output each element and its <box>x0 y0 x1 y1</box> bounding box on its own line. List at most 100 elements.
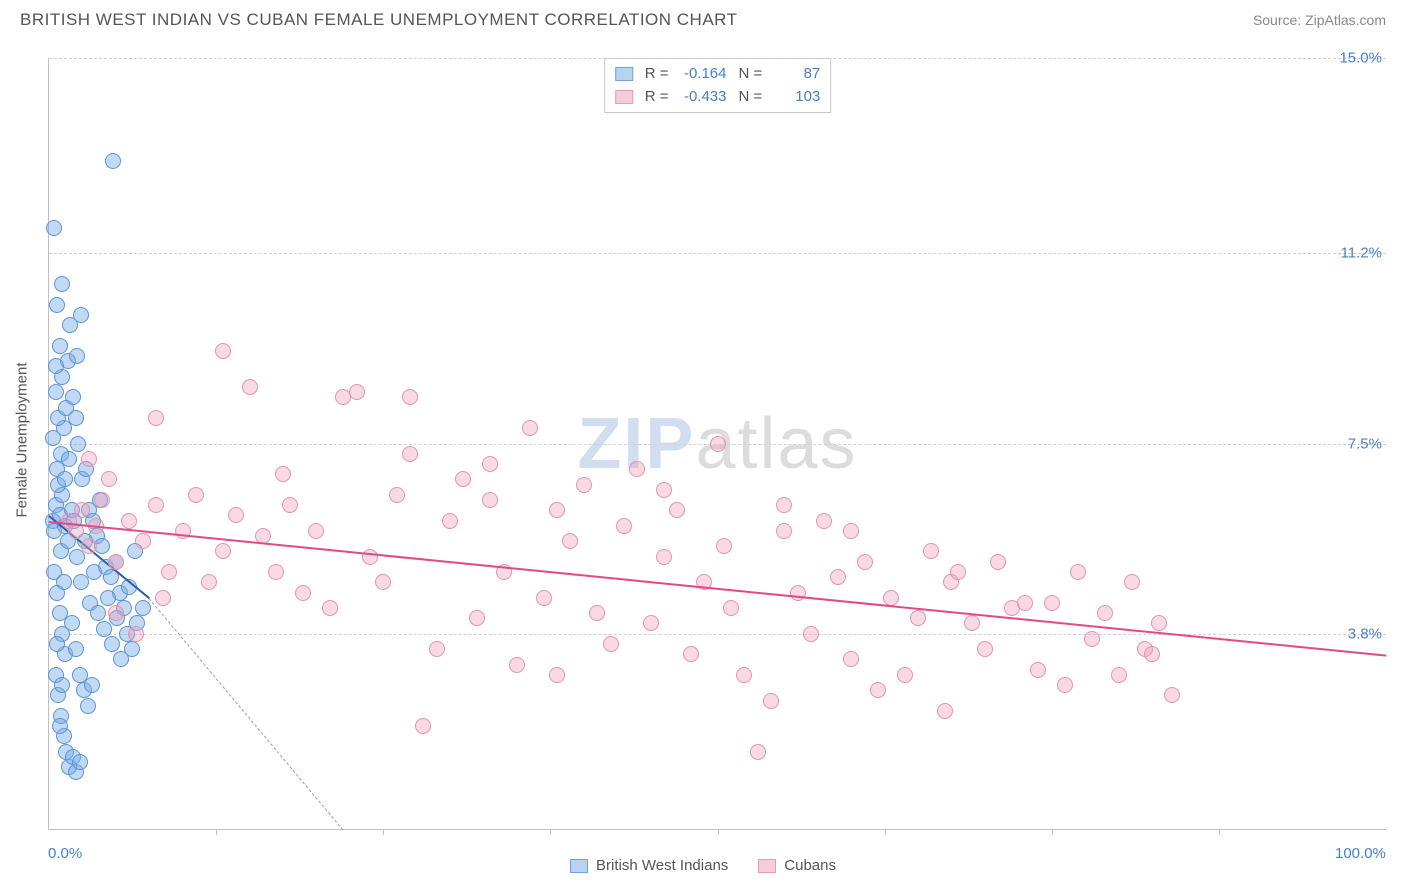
x-tick-mark <box>1219 829 1220 835</box>
scatter-point <box>74 502 90 518</box>
scatter-point <box>843 523 859 539</box>
stats-row: R = -0.433 N = 103 <box>615 86 821 109</box>
scatter-point <box>64 615 80 631</box>
x-tick-label: 100.0% <box>1335 845 1386 862</box>
x-tick-mark <box>718 829 719 835</box>
legend-label: Cubans <box>784 857 836 874</box>
scatter-point <box>105 153 121 169</box>
scatter-point <box>1070 564 1086 580</box>
x-tick-mark <box>383 829 384 835</box>
scatter-point <box>509 657 525 673</box>
y-tick-label: 11.2% <box>1341 245 1382 262</box>
r-value: -0.433 <box>677 86 727 109</box>
scatter-point <box>750 744 766 760</box>
scatter-point <box>54 677 70 693</box>
scatter-point <box>308 523 324 539</box>
scatter-point <box>57 471 73 487</box>
legend-item: Cubans <box>758 857 836 874</box>
legend-swatch-icon <box>570 859 588 873</box>
scatter-point <box>562 533 578 549</box>
scatter-point <box>536 590 552 606</box>
scatter-point <box>883 590 899 606</box>
scatter-point <box>49 636 65 652</box>
scatter-point <box>776 497 792 513</box>
scatter-point <box>108 605 124 621</box>
scatter-point <box>86 564 102 580</box>
r-label: R = <box>645 63 669 86</box>
gridline <box>49 253 1386 254</box>
n-label: N = <box>739 86 763 109</box>
scatter-point <box>669 502 685 518</box>
scatter-point <box>73 574 89 590</box>
scatter-point <box>830 569 846 585</box>
scatter-point <box>228 507 244 523</box>
n-value: 87 <box>770 63 820 86</box>
scatter-point <box>950 564 966 580</box>
scatter-point <box>322 600 338 616</box>
scatter-point <box>1144 646 1160 662</box>
scatter-point <box>96 621 112 637</box>
scatter-point <box>68 641 84 657</box>
scatter-point <box>429 641 445 657</box>
n-value: 103 <box>770 86 820 109</box>
scatter-point <box>201 574 217 590</box>
scatter-point <box>857 554 873 570</box>
scatter-point <box>1044 595 1060 611</box>
scatter-point <box>46 220 62 236</box>
scatter-point <box>1084 631 1100 647</box>
scatter-point <box>923 543 939 559</box>
scatter-point <box>843 651 859 667</box>
scatter-point <box>897 667 913 683</box>
scatter-point <box>616 518 632 534</box>
scatter-point <box>776 523 792 539</box>
scatter-point <box>977 641 993 657</box>
legend: British West Indians Cubans <box>570 857 836 874</box>
scatter-point <box>48 358 64 374</box>
scatter-point <box>69 348 85 364</box>
scatter-point <box>45 430 61 446</box>
scatter-point <box>49 297 65 313</box>
scatter-point <box>135 600 151 616</box>
scatter-point <box>683 646 699 662</box>
scatter-point <box>415 718 431 734</box>
scatter-point <box>54 276 70 292</box>
scatter-point <box>1151 615 1167 631</box>
scatter-point <box>73 307 89 323</box>
legend-label: British West Indians <box>596 857 728 874</box>
scatter-point <box>1164 687 1180 703</box>
scatter-point <box>402 389 418 405</box>
scatter-point <box>1097 605 1113 621</box>
scatter-point <box>442 513 458 529</box>
y-tick-label: 7.5% <box>1348 435 1382 452</box>
scatter-point <box>910 610 926 626</box>
scatter-point <box>80 698 96 714</box>
scatter-point <box>816 513 832 529</box>
scatter-point <box>282 497 298 513</box>
scatter-point <box>94 492 110 508</box>
scatter-point <box>803 626 819 642</box>
scatter-point <box>763 693 779 709</box>
scatter-point <box>736 667 752 683</box>
scatter-point <box>295 585 311 601</box>
scatter-point <box>70 436 86 452</box>
scatter-point <box>349 384 365 400</box>
scatter-point <box>455 471 471 487</box>
scatter-point <box>148 497 164 513</box>
scatter-point <box>48 384 64 400</box>
scatter-point <box>549 502 565 518</box>
scatter-point <box>90 605 106 621</box>
scatter-point <box>1057 677 1073 693</box>
legend-item: British West Indians <box>570 857 728 874</box>
scatter-point <box>716 538 732 554</box>
scatter-point <box>242 379 258 395</box>
scatter-point <box>656 549 672 565</box>
scatter-point <box>108 554 124 570</box>
scatter-point <box>101 471 117 487</box>
scatter-point <box>402 446 418 462</box>
scatter-point <box>643 615 659 631</box>
x-tick-label: 0.0% <box>48 845 82 862</box>
scatter-point <box>81 538 97 554</box>
scatter-point <box>81 451 97 467</box>
scatter-point <box>589 605 605 621</box>
source-label: Source: ZipAtlas.com <box>1253 12 1386 28</box>
